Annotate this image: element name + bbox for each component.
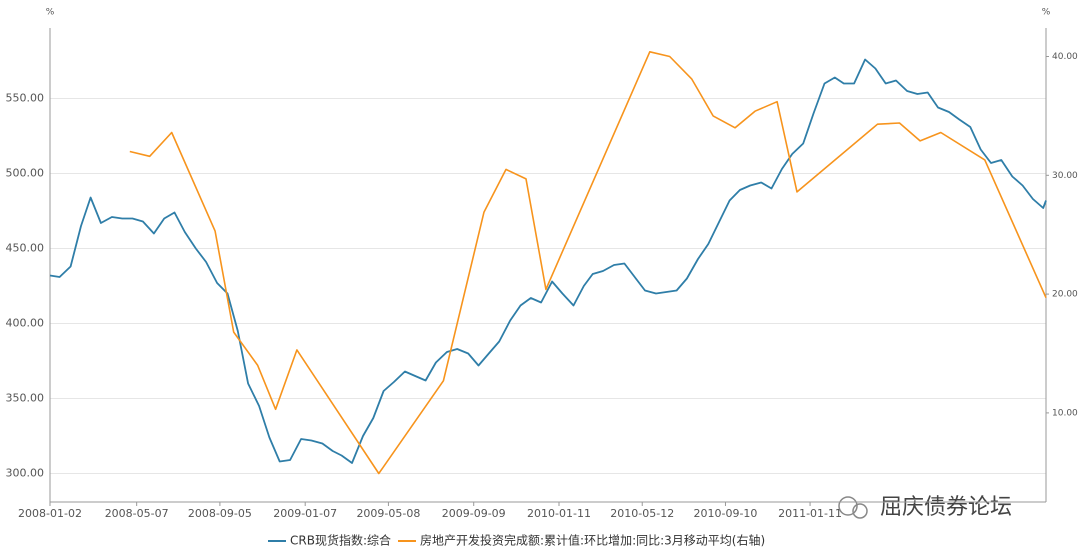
y2-tick-label: 30.00 [1052, 171, 1078, 181]
x-tick-label: 2010-05-12 [610, 507, 674, 520]
series-line [49, 58, 1047, 464]
y2-unit: % [1042, 8, 1051, 18]
y-tick-label: 450.00 [6, 242, 45, 255]
x-tick-label: 2008-05-07 [105, 507, 169, 520]
legend-label: CRB现货指数:综合 [290, 533, 391, 548]
y2-tick-label: 20.00 [1052, 290, 1078, 300]
x-tick-label: 2011-01-11 [778, 507, 842, 520]
x-tick-label: 2010-01-11 [527, 507, 591, 520]
legend-label: 房地产开发投资完成额:累计值:环比增加:同比:3月移动平均(右轴) [420, 533, 765, 548]
y2-tick-label: 10.00 [1052, 408, 1078, 418]
x-tick-label: 2009-05-08 [356, 507, 420, 520]
y-tick-label: 350.00 [6, 392, 45, 405]
y-unit: % [46, 8, 55, 18]
watermark: 屈庆债券论坛 [880, 495, 1012, 520]
x-tick-label: 2010-09-10 [693, 507, 757, 520]
x-tick-label: 2009-09-09 [442, 507, 506, 520]
y2-tick-label: 40.00 [1052, 52, 1078, 62]
y-tick-label: 400.00 [6, 317, 45, 330]
series-line [129, 51, 1047, 475]
y-tick-label: 300.00 [6, 467, 45, 480]
x-tick-label: 2008-01-02 [18, 507, 82, 520]
y-tick-label: 550.00 [6, 92, 45, 105]
watermark-icon [838, 496, 868, 519]
y-tick-label: 500.00 [6, 167, 45, 180]
x-tick-label: 2009-01-07 [273, 507, 337, 520]
x-tick-label: 2008-09-05 [188, 507, 252, 520]
